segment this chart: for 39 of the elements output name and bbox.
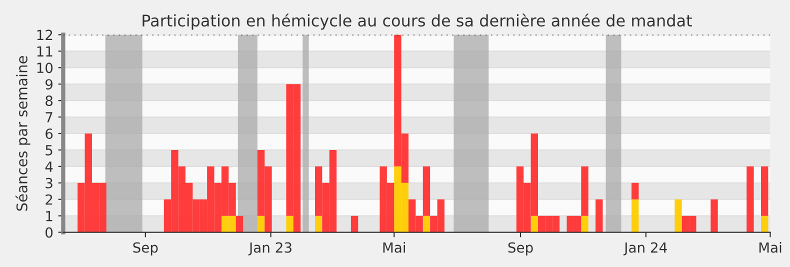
bar: [761, 216, 768, 232]
bar: [632, 199, 639, 232]
bar: [314, 216, 322, 232]
y-axis-title: Séances par semaine: [16, 56, 30, 211]
chart-title: Participation en hémicycle au cours de sa dernière année de mandat: [142, 14, 692, 30]
bar: [581, 166, 588, 216]
y-tick-label: 3: [46, 178, 52, 188]
bar: [596, 199, 603, 232]
y-tick-label: 1: [46, 210, 52, 222]
x-tick-label: Mai: [759, 242, 782, 253]
x-tick-label: Jan 24: [623, 242, 667, 256]
y-tick-label: 11: [37, 46, 52, 56]
bar: [236, 216, 244, 232]
bar: [422, 166, 430, 216]
bar: [632, 182, 639, 200]
x-tick-label: Jan 23: [248, 242, 292, 256]
bar: [674, 199, 682, 232]
y-tick-label: 9: [46, 79, 52, 90]
bar: [350, 216, 358, 232]
y-tick-label: 12: [37, 30, 52, 40]
y-tick-label: 6: [46, 128, 53, 139]
x-tick-label: Mai: [383, 242, 405, 253]
y-tick-label: 4: [45, 162, 53, 172]
bar: [581, 216, 588, 232]
x-tick-label: Sep: [133, 242, 158, 256]
bar: [286, 216, 294, 232]
y-tick-label: 0: [46, 227, 53, 238]
bar: [710, 199, 718, 232]
bar: [257, 216, 265, 232]
bar: [422, 216, 430, 232]
y-tick-label: 10: [37, 62, 53, 74]
y-tick-label: 2: [46, 194, 52, 205]
y-tick-label: 8: [46, 96, 53, 106]
bar: [761, 166, 768, 216]
y-tick-label: 7: [46, 112, 52, 122]
bar: [530, 216, 538, 232]
x-tick-label: Sep: [508, 242, 533, 256]
bar: [746, 166, 754, 232]
y-tick-label: 5: [46, 145, 52, 156]
